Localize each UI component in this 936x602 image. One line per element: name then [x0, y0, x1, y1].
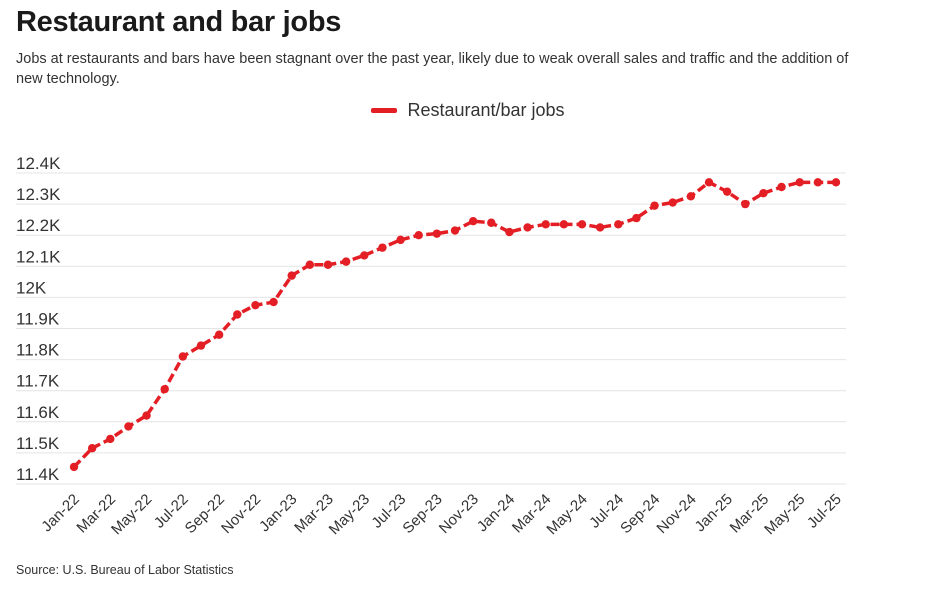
data-point[interactable]	[233, 310, 242, 319]
data-point[interactable]	[468, 217, 478, 226]
data-point[interactable]	[414, 231, 423, 240]
data-point[interactable]	[251, 300, 260, 310]
y-tick-label: 12.3K	[16, 185, 61, 204]
y-tick-label: 11.9K	[16, 310, 60, 329]
data-point[interactable]	[541, 220, 550, 229]
y-tick-label: 11.7K	[16, 372, 60, 391]
data-point[interactable]	[287, 271, 296, 280]
legend: Restaurant/bar jobs	[0, 100, 936, 121]
data-point[interactable]	[323, 260, 333, 269]
data-point[interactable]	[686, 192, 696, 201]
data-point[interactable]	[142, 411, 151, 420]
data-point[interactable]	[269, 297, 278, 307]
y-axis: 11.4K 11.5K 11.6K 11.7K 11.8K 11.9K 12K 12.1K 12…	[16, 154, 61, 484]
data-point[interactable]	[595, 223, 605, 232]
data-point[interactable]	[795, 178, 804, 187]
data-point[interactable]	[178, 352, 188, 361]
data-point[interactable]	[505, 227, 514, 237]
series-line	[72, 180, 836, 469]
data-point[interactable]	[450, 226, 460, 235]
x-tick-label: Nov-22	[218, 491, 264, 537]
data-point[interactable]	[614, 220, 623, 229]
y-tick-label: 11.8K	[16, 341, 60, 360]
y-tick-label: 12.1K	[16, 247, 61, 266]
y-tick-label: 11.6K	[16, 403, 60, 422]
data-point[interactable]	[360, 251, 369, 260]
x-tick-label: Jan-22	[38, 491, 82, 535]
x-tick-label: May-22	[108, 491, 155, 538]
x-tick-label: Jan-23	[256, 491, 300, 535]
x-tick-label: Jan-24	[474, 491, 518, 535]
y-tick-label: 12.4K	[16, 154, 61, 173]
legend-label: Restaurant/bar jobs	[407, 100, 565, 120]
data-point[interactable]	[777, 182, 786, 192]
data-point[interactable]	[214, 330, 224, 339]
data-point[interactable]	[668, 198, 677, 207]
data-point[interactable]	[432, 229, 442, 238]
data-point[interactable]	[741, 199, 750, 209]
chart-subtitle: Jobs at restaurants and bars have been s…	[16, 51, 849, 87]
x-tick-label: May-23	[326, 491, 373, 538]
data-point[interactable]	[160, 384, 169, 394]
data-point[interactable]	[87, 444, 97, 453]
x-tick-label: May-25	[761, 491, 808, 538]
legend-swatch	[371, 108, 398, 113]
data-point[interactable]	[396, 235, 405, 245]
x-tick-label: Sep-24	[617, 491, 663, 537]
data-point[interactable]	[722, 187, 732, 196]
x-tick-label: Jan-25	[692, 491, 736, 535]
data-point[interactable]	[378, 243, 387, 252]
grid-lines	[16, 172, 846, 485]
x-tick-label: Sep-22	[182, 491, 228, 537]
data-point[interactable]	[523, 223, 532, 232]
x-tick-label: Sep-23	[399, 491, 445, 537]
x-tick-label: Nov-24	[653, 491, 699, 537]
x-tick-label: Nov-23	[436, 491, 482, 537]
y-tick-label: 12K	[16, 278, 47, 297]
data-point[interactable]	[487, 218, 496, 227]
x-axis: Jan-22Mar-22May-22Jul-22Sep-22Nov-22Jan-…	[38, 491, 844, 538]
data-point[interactable]	[69, 462, 79, 472]
y-tick-label: 11.4K	[16, 465, 60, 484]
data-point[interactable]	[577, 220, 587, 229]
data-point[interactable]	[196, 341, 206, 350]
data-point[interactable]	[632, 213, 641, 223]
data-point[interactable]	[106, 434, 115, 444]
data-point[interactable]	[305, 260, 315, 269]
x-tick-label: Jul-25	[804, 491, 845, 532]
data-point[interactable]	[704, 178, 714, 187]
y-tick-label: 11.5K	[16, 434, 60, 453]
data-point[interactable]	[759, 189, 768, 198]
data-point[interactable]	[124, 422, 133, 431]
source-note: Source: U.S. Bureau of Labor Statistics	[16, 563, 234, 577]
chart-title: Restaurant and bar jobs	[16, 6, 342, 38]
x-tick-label: May-24	[543, 491, 590, 538]
data-point[interactable]	[650, 201, 659, 210]
data-point[interactable]	[813, 178, 823, 187]
data-point[interactable]	[341, 257, 351, 266]
data-point[interactable]	[559, 220, 569, 229]
series-group	[69, 178, 841, 472]
data-point[interactable]	[831, 178, 841, 187]
y-tick-label: 12.2K	[16, 216, 61, 235]
